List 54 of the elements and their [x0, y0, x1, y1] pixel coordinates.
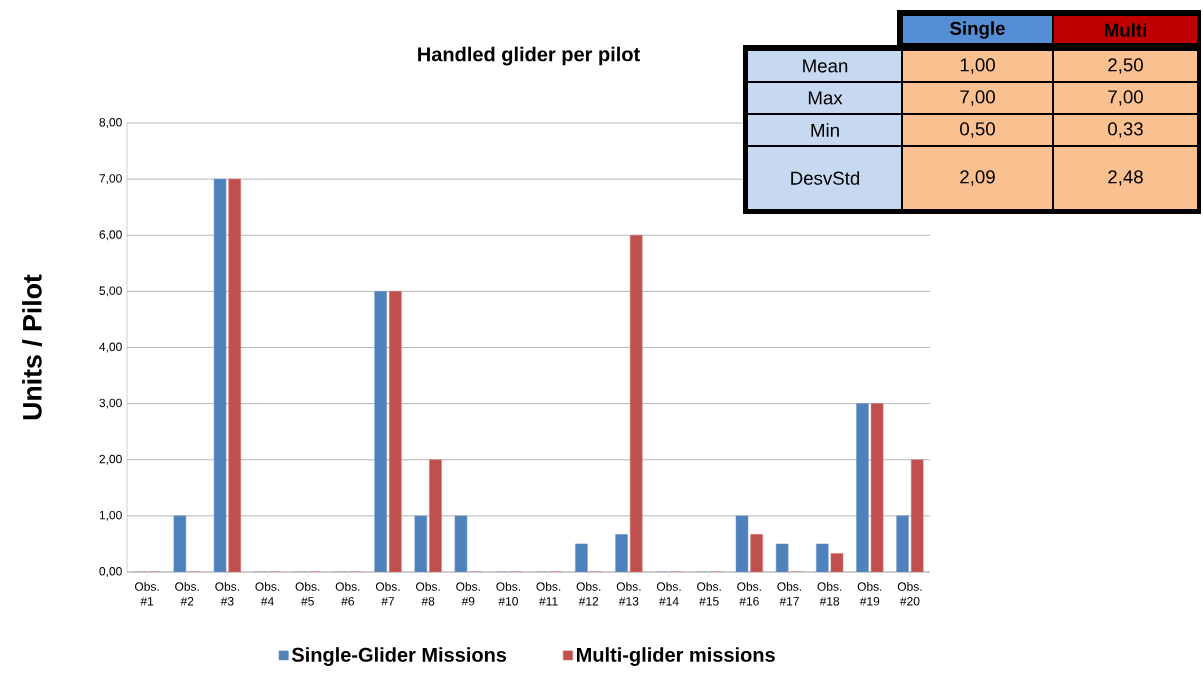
bar: [910, 459, 924, 572]
x-tick-label: Obs. #14: [656, 582, 681, 606]
x-tick-label: Obs. #20: [897, 582, 922, 606]
bar: [374, 291, 387, 572]
x-tick-label: Obs. #5: [295, 582, 320, 606]
x-tick-label: Obs. #9: [456, 582, 480, 606]
y-tick-label: 1,00: [99, 510, 122, 521]
x-tick-label: Obs. #6: [335, 582, 360, 606]
bar: [629, 234, 643, 572]
x-tick-label: Obs. #10: [496, 582, 521, 606]
x-tick-label: Obs. #1: [134, 582, 159, 606]
x-tick-label: Obs. #7: [375, 582, 400, 606]
x-tick-label: Obs. #17: [777, 582, 802, 606]
x-tick-label: Obs. #3: [215, 582, 239, 606]
y-tick-label: 2,00: [99, 454, 122, 465]
x-tick-label: Obs. #12: [576, 582, 601, 606]
category-label: Single: [950, 21, 1005, 39]
text: 7,00: [960, 90, 995, 106]
y-tick-label: 0,00: [99, 567, 122, 577]
bar: [228, 178, 241, 572]
x-tick-label: Obs. #18: [817, 582, 842, 606]
y-tick-label: 5,00: [99, 286, 122, 297]
chart-title: Handled glider per pilot: [418, 46, 640, 66]
category-label: Mean: [803, 59, 848, 73]
category-label: Max: [808, 91, 843, 105]
y-tick-label: 4,00: [99, 342, 122, 353]
bar: [389, 291, 402, 572]
text: 2,50: [1108, 58, 1143, 74]
x-tick-label: Obs. #16: [737, 582, 761, 606]
y-tick-label: 3,00: [99, 398, 122, 409]
text: 0,50: [960, 122, 995, 138]
x-tick-label: Obs. #13: [616, 582, 641, 606]
x-tick-label: Obs. #11: [536, 582, 561, 606]
category-label: Min: [811, 123, 839, 137]
text: 1,00: [960, 58, 995, 74]
category-label: Multi: [1104, 23, 1146, 37]
x-tick-label: Obs. #2: [175, 582, 199, 606]
bar: [429, 459, 442, 572]
legend-label: Multi-glider missions: [576, 647, 775, 666]
x-tick-label: Obs. #19: [857, 582, 882, 606]
x-tick-label: Obs. #4: [255, 582, 280, 606]
text: 0,33: [1108, 122, 1143, 138]
y-tick-label: 6,00: [99, 230, 122, 241]
y-axis-title: Units / Pilot: [22, 274, 42, 420]
x-tick-label: Obs. #8: [416, 582, 440, 606]
bar: [856, 403, 869, 572]
y-tick-label: 8,00: [99, 118, 122, 128]
text: 2,48: [1108, 170, 1143, 186]
text: 7,00: [1108, 90, 1143, 106]
category-label: DesvStd: [791, 171, 860, 185]
x-tick-label: Obs. #15: [697, 582, 721, 606]
text: 2,09: [960, 170, 995, 186]
legend-label: Single-Glider Missions: [291, 647, 507, 666]
y-tick-label: 7,00: [99, 174, 122, 185]
